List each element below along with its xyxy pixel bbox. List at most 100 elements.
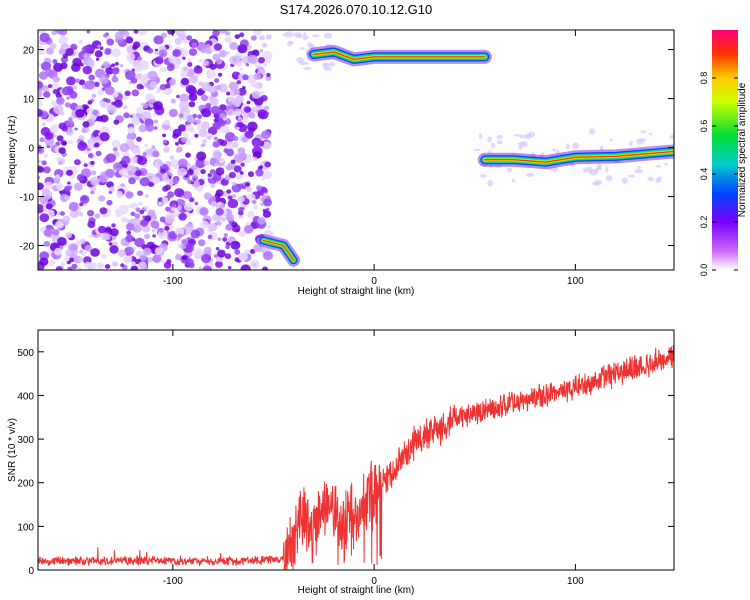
noise-haze: [640, 130, 647, 134]
noise-blob: [90, 160, 95, 165]
noise-blob: [258, 57, 265, 64]
noise-blob: [79, 194, 90, 204]
noise-blob: [96, 262, 105, 270]
noise-blob: [195, 119, 202, 125]
noise-blob: [97, 225, 107, 234]
noise-blob: [228, 171, 236, 179]
noise-blob: [66, 260, 71, 265]
noise-blob: [45, 68, 54, 77]
noise-blob: [259, 35, 265, 41]
noise-blob: [126, 230, 132, 235]
noise-blob: [56, 157, 62, 162]
noise-blob: [83, 163, 88, 168]
noise-blob: [184, 258, 194, 267]
noise-blob: [94, 81, 100, 87]
noise-blob: [261, 170, 272, 180]
noise-blob: [61, 126, 68, 132]
noise-blob: [238, 207, 244, 213]
noise-blob: [75, 239, 82, 246]
noise-blob: [88, 74, 95, 81]
noise-haze: [302, 66, 312, 71]
noise-haze: [511, 178, 516, 183]
noise-blob: [111, 63, 116, 68]
noise-blob: [222, 237, 228, 242]
noise-blob: [232, 98, 242, 107]
noise-haze: [323, 32, 333, 39]
noise-blob: [38, 175, 41, 180]
colorbar-tick-label: 0.8: [699, 72, 709, 85]
ridge-core: [313, 51, 486, 61]
noise-blob: [255, 169, 264, 177]
noise-blob: [74, 127, 78, 131]
noise-blob: [236, 121, 244, 128]
noise-blob: [178, 158, 188, 168]
noise-blob: [202, 139, 208, 144]
noise-haze: [566, 143, 570, 150]
noise-haze: [637, 166, 642, 169]
noise-blob: [201, 253, 212, 264]
noise-blob: [112, 162, 123, 172]
noise-blob: [106, 199, 113, 206]
noise-blob: [215, 197, 222, 203]
noise-blob: [138, 60, 150, 70]
noise-blob: [50, 210, 55, 214]
noise-blob: [106, 104, 117, 114]
noise-blob: [38, 108, 43, 117]
noise-blob: [194, 133, 199, 138]
noise-blob: [184, 222, 195, 232]
noise-blob: [198, 58, 203, 63]
noise-blob: [146, 241, 155, 250]
noise-blob: [91, 170, 97, 176]
noise-blob: [78, 257, 84, 262]
noise-blob: [133, 30, 139, 34]
noise-blob: [259, 165, 263, 169]
noise-blob: [125, 234, 134, 243]
noise-blob: [246, 100, 251, 105]
noise-blob: [49, 43, 57, 50]
noise-blob: [199, 207, 209, 216]
noise-blob: [253, 73, 262, 80]
noise-blob: [120, 64, 124, 68]
noise-blob: [230, 240, 241, 250]
noise-blob: [108, 186, 115, 192]
noise-blob: [203, 160, 210, 166]
noise-blob: [181, 239, 188, 245]
noise-blob: [207, 107, 211, 111]
noise-haze: [669, 134, 674, 140]
noise-blob: [220, 139, 228, 147]
noise-haze: [609, 138, 613, 142]
noise-blob: [121, 216, 128, 223]
noise-blob: [64, 195, 70, 201]
y-tick-label: 0: [28, 144, 34, 155]
noise-blob: [219, 104, 227, 111]
noise-blob: [213, 154, 219, 159]
noise-blob: [90, 248, 100, 257]
noise-blob: [262, 266, 268, 270]
noise-blob: [144, 233, 150, 240]
colorbar: 0.0 0.2 0.4 0.6 0.8 Normalized spectral ampl…: [699, 30, 748, 276]
noise-blob: [185, 84, 196, 94]
noise-blob: [51, 30, 57, 36]
noise-blob: [81, 45, 90, 54]
noise-blob: [168, 126, 174, 131]
noise-blob: [147, 70, 158, 81]
noise-blob: [154, 247, 164, 256]
noise-blob: [224, 253, 232, 260]
noise-blob: [152, 113, 157, 117]
noise-blob: [53, 247, 63, 256]
noise-blob: [243, 225, 254, 234]
ridge-core: [262, 240, 295, 261]
noise-blob: [172, 128, 182, 137]
noise-blob: [231, 221, 238, 228]
noise-blob: [52, 229, 60, 236]
noise-haze: [621, 177, 628, 184]
noise-blob: [110, 48, 121, 58]
noise-blob: [247, 121, 258, 132]
noise-blob: [177, 167, 188, 177]
noise-blob: [113, 99, 123, 108]
snr-frame: [37, 329, 675, 571]
x-tick-label: -100: [163, 576, 183, 587]
noise-blob: [239, 32, 245, 38]
noise-blob: [180, 77, 190, 86]
noise-blob: [161, 260, 165, 264]
